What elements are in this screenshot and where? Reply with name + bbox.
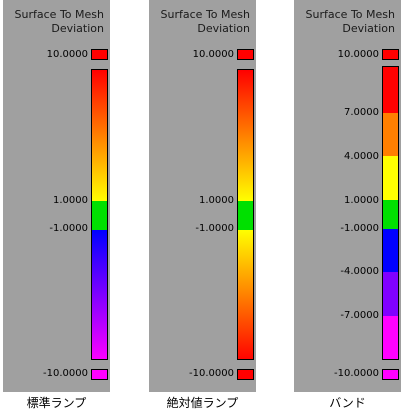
ramp-positive-gradient: [92, 70, 107, 201]
band-segment: [383, 156, 398, 200]
min-label: -10.0000: [334, 368, 379, 379]
color-ramp-bar: [91, 69, 108, 360]
band-segment: [383, 272, 398, 316]
tick-label: 7.0000: [344, 107, 379, 118]
legend-title: Surface To Mesh Deviation: [160, 8, 250, 35]
ramp-lower-gradient: [238, 230, 253, 359]
legend-panel-standard-ramp: Surface To Mesh Deviation 10.0000 1.0000…: [3, 0, 110, 392]
legend-panel-band: Surface To Mesh Deviation 10.0000 7.0000…: [294, 0, 401, 392]
band-segment: [383, 200, 398, 229]
ramp-tolerance-band: [238, 201, 253, 230]
min-label: -10.0000: [43, 368, 88, 379]
legend-title: Surface To Mesh Deviation: [14, 8, 104, 35]
tick-label: 1.0000: [344, 195, 379, 206]
band-segment: [383, 229, 398, 272]
tick-label: 1.0000: [199, 195, 234, 206]
min-label: -10.0000: [189, 368, 234, 379]
min-color-chip: [382, 369, 399, 380]
tick-label: -1.0000: [340, 223, 379, 234]
min-color-chip: [237, 369, 254, 380]
band-segment: [383, 113, 398, 156]
max-label: 10.0000: [46, 49, 88, 60]
ramp-tolerance-band: [92, 201, 107, 230]
color-ramp-bar: [237, 69, 254, 360]
legend-panel-absolute-ramp: Surface To Mesh Deviation 10.0000 1.0000…: [149, 0, 256, 392]
tick-label: 1.0000: [53, 195, 88, 206]
caption-standard-ramp: 標準ランプ: [26, 396, 87, 410]
max-color-chip: [382, 49, 399, 60]
band-segment: [383, 316, 398, 359]
caption-absolute-ramp: 絶対値ランプ: [166, 396, 239, 410]
color-band-bar: [382, 66, 399, 360]
tick-label: -7.0000: [340, 310, 379, 321]
max-label: 10.0000: [192, 49, 234, 60]
max-label: 10.0000: [337, 49, 379, 60]
band-segment: [383, 67, 398, 113]
tick-label: -1.0000: [195, 223, 234, 234]
min-color-chip: [91, 369, 108, 380]
legend-title: Surface To Mesh Deviation: [305, 8, 395, 35]
tick-label: -4.0000: [340, 266, 379, 277]
max-color-chip: [237, 49, 254, 60]
tick-label: -1.0000: [49, 223, 88, 234]
max-color-chip: [91, 49, 108, 60]
ramp-negative-gradient: [92, 230, 107, 359]
ramp-upper-gradient: [238, 70, 253, 201]
caption-band: バンド: [329, 396, 366, 410]
tick-label: 4.0000: [344, 151, 379, 162]
